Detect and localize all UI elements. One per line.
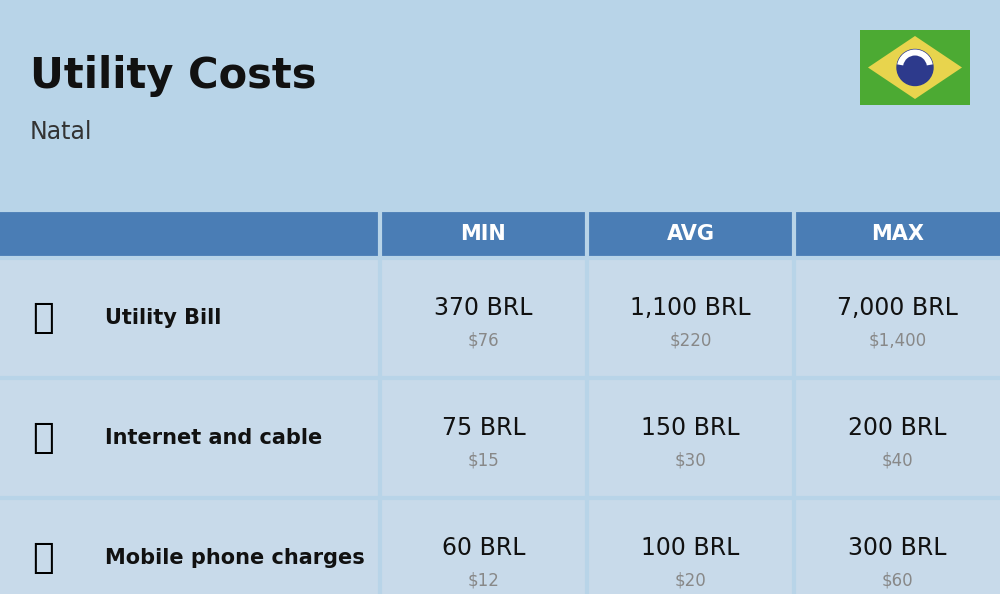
Text: $40: $40 <box>882 451 913 469</box>
Text: 1,100 BRL: 1,100 BRL <box>630 296 751 320</box>
FancyBboxPatch shape <box>0 258 1000 378</box>
Text: 200 BRL: 200 BRL <box>848 416 947 440</box>
FancyBboxPatch shape <box>0 210 1000 258</box>
Text: 100 BRL: 100 BRL <box>641 536 740 560</box>
FancyBboxPatch shape <box>0 378 1000 498</box>
FancyBboxPatch shape <box>0 258 85 378</box>
Text: AVG: AVG <box>666 224 714 244</box>
Text: Natal: Natal <box>30 120 92 144</box>
Text: Utility Costs: Utility Costs <box>30 55 316 97</box>
FancyBboxPatch shape <box>0 378 85 498</box>
Circle shape <box>897 49 933 86</box>
Text: MAX: MAX <box>871 224 924 244</box>
Text: 60 BRL: 60 BRL <box>442 536 525 560</box>
Text: $15: $15 <box>468 451 499 469</box>
Text: $220: $220 <box>669 331 712 349</box>
Text: $12: $12 <box>468 571 499 589</box>
Text: MIN: MIN <box>461 224 506 244</box>
Text: Internet and cable: Internet and cable <box>105 428 322 448</box>
Text: 370 BRL: 370 BRL <box>434 296 533 320</box>
Text: 75 BRL: 75 BRL <box>442 416 525 440</box>
Text: $20: $20 <box>675 571 706 589</box>
Text: $1,400: $1,400 <box>868 331 927 349</box>
Text: Utility Bill: Utility Bill <box>105 308 221 328</box>
Text: $30: $30 <box>675 451 706 469</box>
Text: 🔌: 🔌 <box>32 301 53 335</box>
Text: $76: $76 <box>468 331 499 349</box>
Text: 📱: 📱 <box>32 541 53 575</box>
Wedge shape <box>897 49 933 65</box>
Text: $60: $60 <box>882 571 913 589</box>
Polygon shape <box>868 36 962 99</box>
Text: 150 BRL: 150 BRL <box>641 416 740 440</box>
Text: 📡: 📡 <box>32 421 53 455</box>
Text: 300 BRL: 300 BRL <box>848 536 947 560</box>
FancyBboxPatch shape <box>0 498 1000 594</box>
Text: 7,000 BRL: 7,000 BRL <box>837 296 958 320</box>
Text: Mobile phone charges: Mobile phone charges <box>105 548 365 568</box>
FancyBboxPatch shape <box>860 30 970 105</box>
FancyBboxPatch shape <box>0 498 85 594</box>
